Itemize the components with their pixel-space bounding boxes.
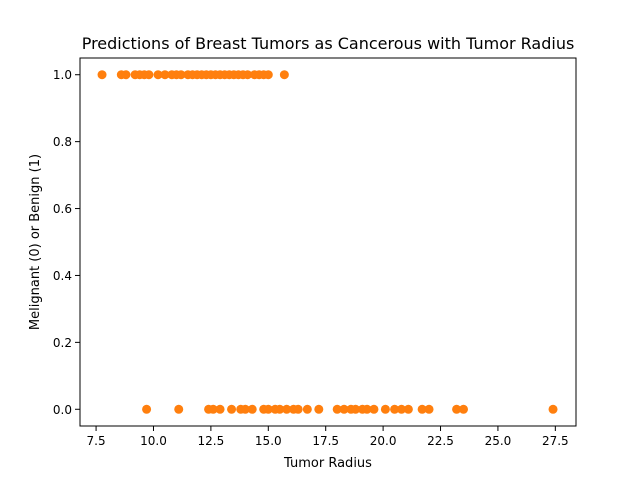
y-axis-label: Melignant (0) or Benign (1) bbox=[28, 154, 43, 330]
data-point bbox=[548, 404, 558, 414]
data-point bbox=[452, 404, 462, 414]
data-point bbox=[380, 404, 390, 414]
y-tick-label: 0.0 bbox=[53, 403, 72, 417]
y-tick-label: 0.6 bbox=[53, 202, 72, 216]
data-point bbox=[275, 404, 285, 414]
data-point bbox=[215, 404, 225, 414]
data-point bbox=[293, 404, 303, 414]
x-axis: 7.5 10.0 12.5 15.0 17.5 20.0 22.5 25.0 27.5 bbox=[87, 426, 569, 448]
data-point bbox=[240, 404, 250, 414]
x-tick-label: 22.5 bbox=[427, 434, 454, 448]
x-tick-label: 27.5 bbox=[542, 434, 569, 448]
y-tick-label: 0.8 bbox=[53, 135, 72, 149]
data-point bbox=[263, 404, 273, 414]
data-point bbox=[279, 70, 289, 80]
data-point bbox=[369, 404, 379, 414]
y-tick-label: 0.4 bbox=[53, 269, 72, 283]
points-layer bbox=[97, 70, 558, 414]
y-axis: 0.0 0.2 0.4 0.6 0.8 1.0 bbox=[53, 68, 80, 417]
data-point bbox=[97, 70, 107, 80]
data-point bbox=[142, 404, 152, 414]
data-point bbox=[174, 404, 184, 414]
data-point bbox=[243, 70, 253, 80]
data-point bbox=[339, 404, 349, 414]
data-point bbox=[247, 404, 257, 414]
data-point bbox=[396, 404, 406, 414]
x-axis-label: Tumor Radius bbox=[283, 456, 372, 471]
data-point bbox=[227, 404, 237, 414]
data-point bbox=[362, 404, 372, 414]
x-tick-label: 7.5 bbox=[87, 434, 106, 448]
y-tick-label: 1.0 bbox=[53, 68, 72, 82]
data-point bbox=[121, 70, 131, 80]
data-point bbox=[144, 70, 154, 80]
data-point bbox=[390, 404, 400, 414]
y-tick-label: 0.2 bbox=[53, 336, 72, 350]
data-point bbox=[176, 70, 186, 80]
data-point bbox=[458, 404, 468, 414]
data-point bbox=[208, 404, 218, 414]
data-point bbox=[351, 404, 361, 414]
x-tick-label: 25.0 bbox=[485, 434, 512, 448]
data-point bbox=[403, 404, 413, 414]
plot-area-frame bbox=[79, 57, 577, 427]
data-point bbox=[314, 404, 324, 414]
x-tick-label: 20.0 bbox=[370, 434, 397, 448]
x-tick-label: 17.5 bbox=[312, 434, 339, 448]
data-point bbox=[332, 404, 342, 414]
data-point bbox=[153, 70, 163, 80]
chart-title: Predictions of Breast Tumors as Cancerou… bbox=[82, 34, 575, 53]
data-point bbox=[302, 404, 312, 414]
x-tick-label: 10.0 bbox=[140, 434, 167, 448]
data-point bbox=[160, 70, 170, 80]
data-point bbox=[417, 404, 427, 414]
data-point bbox=[424, 404, 434, 414]
x-tick-label: 15.0 bbox=[255, 434, 282, 448]
data-point bbox=[282, 404, 292, 414]
x-tick-label: 12.5 bbox=[198, 434, 225, 448]
data-point bbox=[263, 70, 273, 80]
